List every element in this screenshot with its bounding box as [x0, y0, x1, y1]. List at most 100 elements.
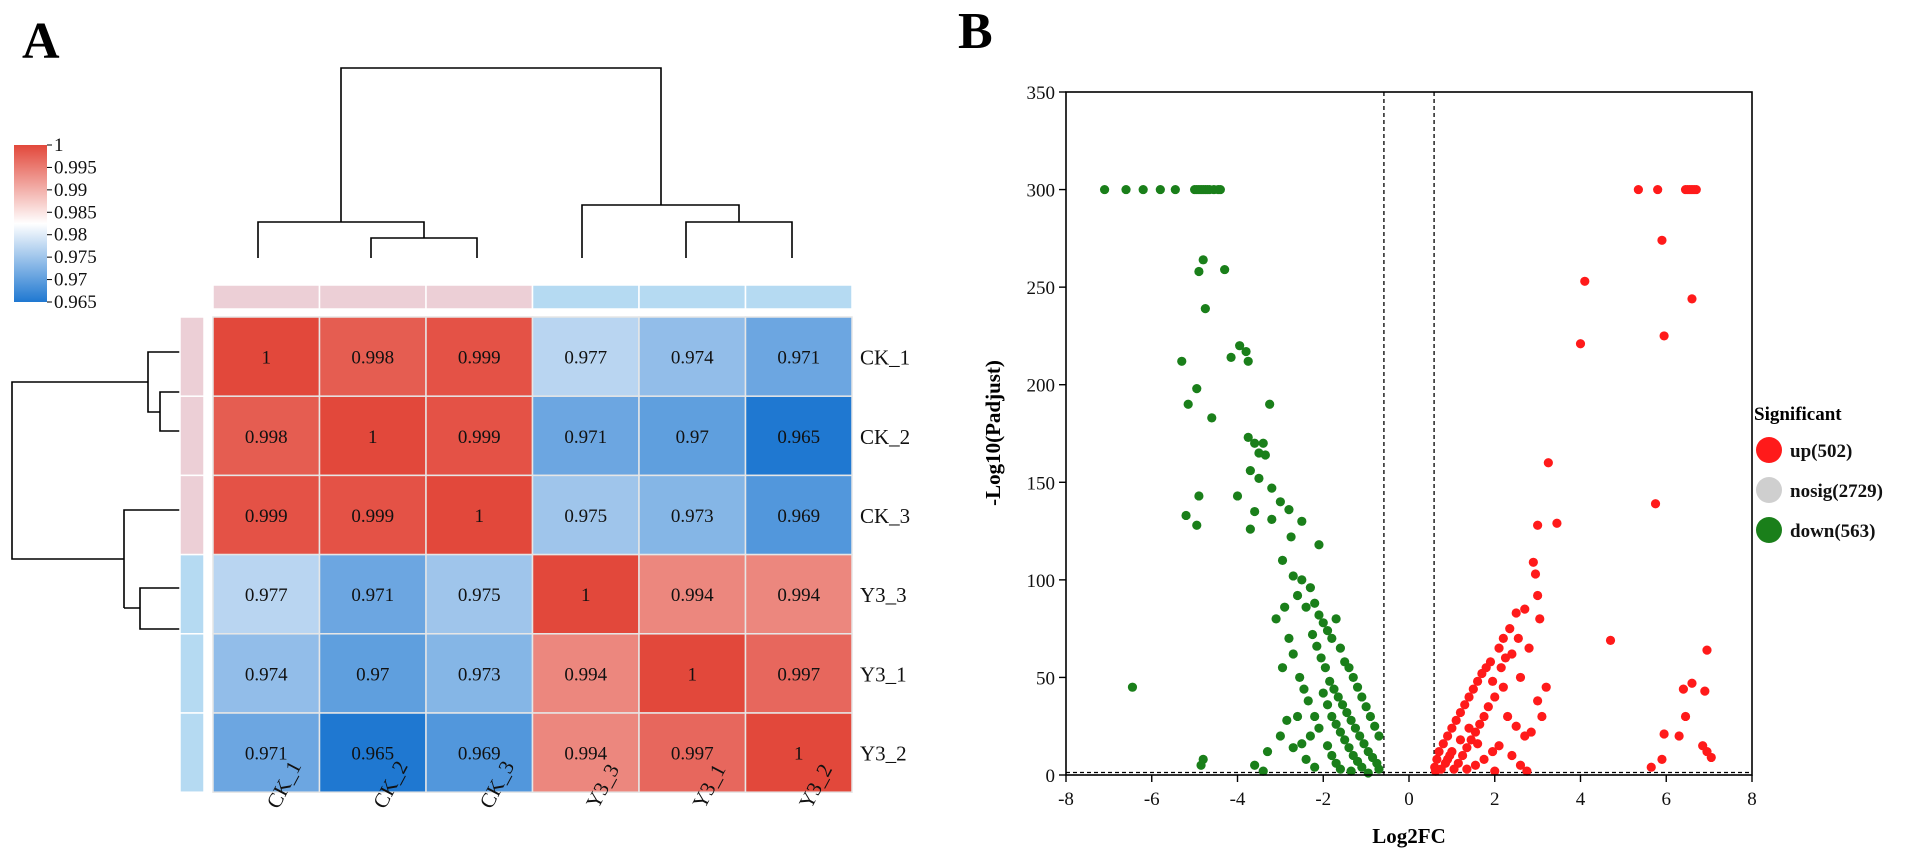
down-point: [1192, 384, 1202, 394]
heatmap-cell: [425, 633, 534, 714]
down-point: [1215, 184, 1225, 195]
up-point: [1494, 741, 1504, 751]
down-point: [1207, 413, 1217, 423]
down-point: [1297, 516, 1307, 526]
down-point: [1346, 766, 1356, 776]
row-label: CK_1: [860, 346, 910, 370]
down-point: [1305, 731, 1315, 741]
up-point: [1477, 668, 1487, 679]
down-point: [1335, 764, 1345, 774]
up-point: [1526, 727, 1536, 737]
heatmap-cell-label: 0.998: [245, 427, 288, 448]
down-point: [1301, 754, 1311, 764]
down-point: [1357, 762, 1367, 772]
up-point: [1702, 645, 1712, 655]
heatmap-cell-label: 0.997: [777, 664, 820, 685]
up-point: [1488, 676, 1498, 686]
down-point: [1235, 341, 1245, 351]
row-group-cell: [179, 474, 205, 556]
volcano-plot: -8 -6 -4 -2 0 2 4 6 8 0 50 100 150 200 250 300 350 Log2…: [981, 83, 1883, 848]
up-point: [1528, 557, 1538, 567]
column-group-cell: [425, 284, 534, 310]
color-scale-tick-label: 0.98: [54, 225, 87, 246]
heatmap-cell-label: 0.974: [671, 348, 714, 369]
down-point: [1194, 491, 1204, 501]
heatmap-cell: [318, 395, 427, 477]
down-point: [1359, 739, 1369, 749]
down-point: [1355, 731, 1365, 741]
color-scale-tick-label: 0.985: [54, 202, 97, 223]
up-point: [1464, 692, 1474, 702]
heatmap-cell-label: 0.999: [458, 348, 501, 369]
up-point: [1511, 721, 1521, 731]
up-point: [1706, 752, 1716, 763]
heatmap-cell-label: 0.994: [671, 585, 714, 606]
up-point: [1659, 729, 1669, 739]
heatmap-cell: [744, 316, 853, 397]
heatmap-cell-label: 0.973: [458, 664, 501, 685]
heatmap-cell: [425, 553, 534, 635]
down-point: [1284, 633, 1294, 644]
down-point: [1327, 711, 1337, 722]
down-point: [1301, 602, 1311, 612]
legend-title: Significant: [1754, 404, 1842, 425]
up-point: [1650, 499, 1661, 509]
down-point: [1312, 641, 1322, 651]
up-point: [1462, 743, 1472, 753]
column-dendrogram: [257, 67, 793, 258]
heatmap-cell-label: 1: [475, 506, 485, 527]
x-tick-label: -4: [1230, 789, 1246, 810]
down-point: [1275, 497, 1285, 507]
heatmap-cell: [638, 474, 747, 556]
up-point: [1460, 700, 1470, 710]
column-group-cell: [744, 284, 853, 310]
down-point: [1245, 465, 1255, 476]
down-point: [1363, 768, 1373, 778]
up-point: [1657, 235, 1667, 245]
up-point: [1678, 684, 1688, 694]
down-point: [1327, 750, 1337, 761]
down-point: [1305, 583, 1315, 593]
heatmap-cell-label: 0.971: [245, 744, 288, 765]
column-group-cell: [531, 284, 640, 310]
x-tick-label: -2: [1315, 789, 1331, 810]
legend-swatch-nosig: [1756, 477, 1782, 503]
down-point: [1258, 766, 1268, 776]
row-label: CK_3: [860, 504, 910, 528]
volcano-up-points: [1430, 184, 1716, 776]
up-point: [1653, 184, 1663, 195]
column-group-cell: [212, 284, 321, 310]
down-point: [1314, 610, 1324, 620]
down-point: [1295, 672, 1305, 683]
y-tick-label: 0: [1046, 766, 1056, 787]
down-point: [1342, 707, 1352, 718]
heatmap-cell-label: 0.971: [351, 585, 394, 606]
up-point: [1457, 750, 1468, 761]
volcano-down-points: [1099, 184, 1384, 778]
heatmap-cell: [744, 712, 853, 793]
down-point: [1288, 743, 1298, 753]
up-point: [1498, 682, 1508, 692]
heatmap-cell-label: 1: [688, 664, 698, 685]
legend-label-down: down(563): [1790, 521, 1876, 542]
up-point: [1605, 635, 1616, 645]
down-point: [1226, 352, 1236, 362]
down-point: [1350, 723, 1361, 733]
row-label: Y3_1: [860, 662, 907, 686]
heatmap-cell: [212, 633, 321, 714]
up-point: [1434, 746, 1444, 757]
x-tick-label: -8: [1058, 789, 1074, 810]
up-point: [1455, 707, 1466, 718]
x-tick-label: 2: [1490, 789, 1500, 810]
up-point: [1462, 764, 1472, 774]
row-dendrogram: [11, 351, 180, 630]
down-point: [1331, 719, 1341, 729]
heatmap-cell: [531, 633, 640, 714]
y-tick-label: 50: [1036, 668, 1055, 689]
down-point: [1322, 700, 1333, 710]
heatmap-cell: [744, 553, 853, 635]
up-point: [1580, 276, 1590, 286]
y-tick-label: 250: [1027, 278, 1056, 299]
up-point: [1513, 633, 1523, 644]
